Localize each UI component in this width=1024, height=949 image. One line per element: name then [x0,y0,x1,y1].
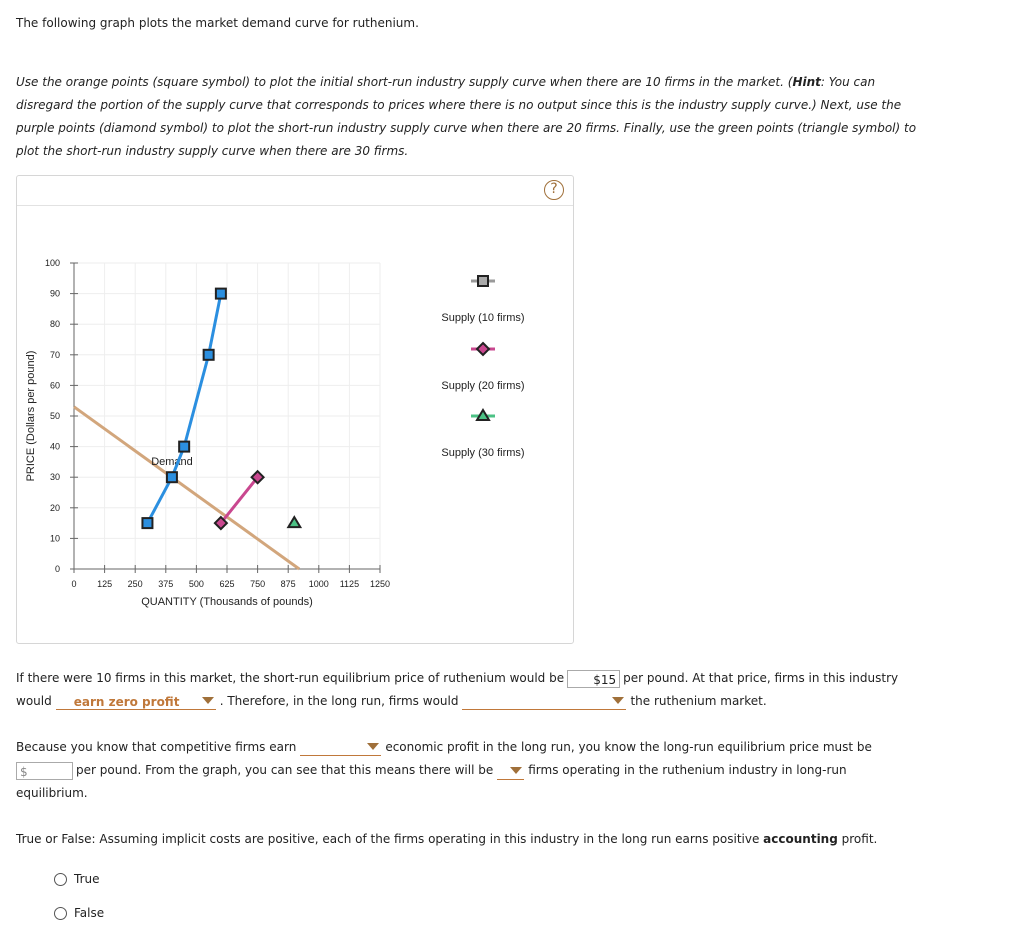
supply-10-firms-line [146,293,223,524]
x-tick-label: 125 [97,579,112,589]
entry-exit-dropdown-value [462,695,480,709]
supply-10-firms-point [202,348,215,361]
y-axis-label: PRICE (Dollars per pound) [25,351,37,482]
instructions-line-1: Use the orange points (square symbol) to… [16,73,875,91]
question-3: True or False: Assuming implicit costs a… [16,830,877,848]
help-icon[interactable]: ? [544,180,564,200]
legend-label-supply-20-firms: Supply (20 firms) [441,380,524,392]
y-tick-label: 80 [50,319,60,329]
accounting-emphasis: accounting [763,832,838,846]
instructions-line-2: disregard the portion of the supply curv… [16,98,902,112]
x-tick-label: 0 [71,579,76,589]
legend-label-supply-30-firms: Supply (30 firms) [441,447,524,459]
supply-10-firms-point [141,517,154,530]
firm-count-dropdown[interactable] [497,763,525,780]
false-radio[interactable] [54,907,67,920]
supply-20-firms-point [213,515,229,531]
x-axis-label: QUANTITY (Thousands of pounds) [141,596,313,608]
y-tick-label: 70 [50,350,60,360]
x-tick-label: 750 [250,579,265,589]
question-2-line-3: equilibrium. [16,786,88,800]
instructions-text: Use the orange points (square symbol) to… [16,75,793,89]
y-tick-label: 50 [50,411,60,421]
instructions-line-4: plot the short-run industry supply curve… [16,144,409,158]
y-tick-label: 20 [50,503,60,513]
y-tick-label: 10 [50,533,60,543]
x-tick-label: 1250 [370,579,390,589]
equilibrium-price-input[interactable]: $15 [567,669,621,688]
question-text: firms operating in the ruthenium industr… [528,763,847,777]
true-label[interactable]: True [74,872,100,886]
x-tick-label: 250 [128,579,143,589]
y-tick-label: 100 [45,258,60,268]
y-tick-label: 30 [50,472,60,482]
question-2-line-2: $ per pound. From the graph, you can see … [16,761,847,780]
question-2-line-1: Because you know that competitive firms … [16,738,872,756]
x-tick-label: 500 [189,579,204,589]
supply-20-firms-point [250,469,266,485]
false-label[interactable]: False [74,906,105,920]
long-run-profit-dropdown[interactable] [300,739,382,756]
y-tick-label: 0 [55,564,60,574]
question-text: Because you know that competitive firms … [16,740,297,754]
legend-marker-supply-10-firms[interactable] [477,275,489,287]
legend-label-supply-10-firms: Supply (10 firms) [441,312,524,324]
intro-text: The following graph plots the market dem… [16,16,419,30]
question-text: If there were 10 firms in this market, t… [16,671,565,685]
question-text: . Therefore, in the long run, firms woul… [219,694,459,708]
long-run-price-input[interactable]: $ [16,761,73,780]
question-text: economic profit in the long run, you kno… [385,740,872,754]
chevron-down-icon [201,697,214,704]
instructions-text: : You can [820,75,876,89]
supply-20-firms-line [219,476,259,525]
question-1-line-1: If there were 10 firms in this market, t… [16,669,898,688]
question-text: per pound. At that price, firms in this … [623,671,899,685]
chevron-down-icon [510,766,523,774]
question-text: profit. [837,832,878,846]
graph-panel: ? [16,175,574,644]
x-tick-label: 375 [158,579,173,589]
demand-label: Demand [151,456,193,468]
hint-label: Hint [792,75,821,89]
question-text: per pound. From the graph, you can see t… [76,763,494,777]
instructions-line-3: purple points (diamond symbol) to plot t… [16,121,917,135]
x-tick-label: 625 [219,579,234,589]
supply-demand-chart[interactable]: 0 125 250 375 500 625 750 875 1000 1125 1250 0 10 20 3… [0,0,1024,649]
x-tick-label: 875 [281,579,296,589]
graph-panel-header: ? [17,176,573,206]
question-text: would [16,694,52,708]
long-run-profit-dropdown-value [300,741,318,755]
question-1-line-2: would earn zero profit . Therefore, in the… [16,692,767,710]
profit-dropdown-value: earn zero profit [73,695,180,709]
chevron-down-icon [612,697,625,704]
y-tick-label: 90 [50,289,60,299]
chevron-down-icon [367,743,380,750]
x-tick-label: 1125 [340,579,359,589]
supply-10-firms-point [165,471,178,484]
profit-dropdown[interactable]: earn zero profit [55,693,216,710]
y-tick-label: 60 [50,380,60,390]
question-text: True or False: Assuming implicit costs a… [16,832,764,846]
supply-10-firms-point [178,440,191,453]
demand-curve [73,405,301,571]
question-text: the ruthenium market. [630,694,767,708]
supply-10-firms-point [214,287,227,300]
y-tick-label: 40 [50,442,60,452]
legend-marker-supply-20-firms[interactable] [475,341,491,357]
supply-30-firms-point [286,515,303,529]
legend-marker-supply-30-firms[interactable] [475,408,491,421]
entry-exit-dropdown[interactable] [462,693,627,710]
true-radio[interactable] [54,873,67,886]
x-tick-label: 1000 [309,579,329,589]
